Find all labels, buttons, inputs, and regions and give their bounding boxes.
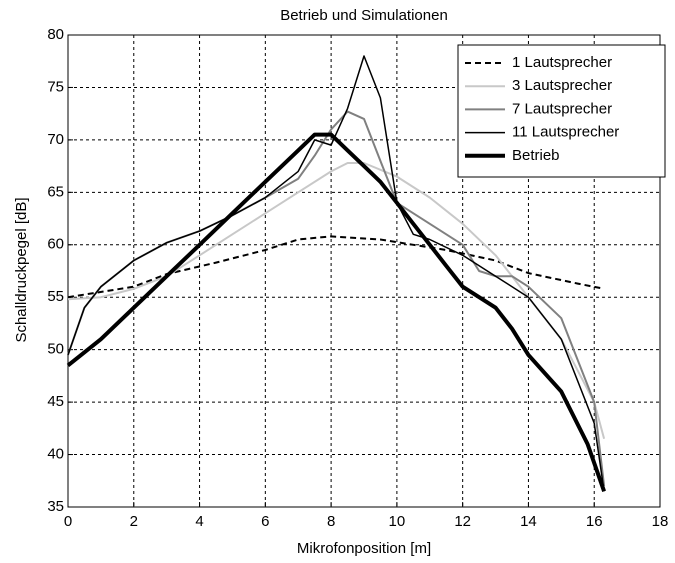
x-tick-label: 16 (586, 513, 603, 530)
y-tick-label: 75 (47, 78, 64, 95)
x-tick-label: 6 (261, 513, 269, 530)
legend-label: 1 Lautsprecher (512, 54, 612, 71)
y-tick-label: 65 (47, 183, 64, 200)
y-tick-label: 40 (47, 446, 64, 463)
y-tick-label: 50 (47, 341, 64, 358)
legend-label: 11 Lautsprecher (512, 124, 619, 141)
chart-title: Betrieb und Simulationen (280, 7, 448, 24)
series-line (67, 55, 605, 492)
y-tick-label: 35 (47, 498, 64, 515)
x-tick-label: 8 (327, 513, 335, 530)
y-axis-label: Schalldruckpegel [dB] (13, 197, 30, 342)
x-tick-label: 0 (64, 513, 72, 530)
series-line (66, 132, 606, 492)
x-tick-label: 18 (652, 513, 669, 530)
y-tick-label: 55 (47, 288, 64, 305)
series-line (67, 162, 606, 440)
legend-label: 7 Lautsprecher (512, 100, 612, 117)
y-tick-label: 60 (47, 236, 64, 253)
series-line (67, 235, 605, 299)
plot-frame (67, 34, 661, 508)
x-tick-label: 2 (130, 513, 138, 530)
x-tick-label: 10 (389, 513, 406, 530)
y-tick-label: 45 (47, 393, 64, 410)
legend-label: 3 Lautsprecher (512, 77, 612, 94)
legend-label: Betrieb (512, 147, 560, 164)
y-tick-label: 80 (47, 26, 64, 43)
x-tick-label: 12 (454, 513, 471, 530)
x-axis-label: Mikrofonposition [m] (297, 540, 431, 557)
y-tick-label: 70 (47, 131, 64, 148)
x-tick-label: 4 (195, 513, 203, 530)
x-tick-label: 14 (520, 513, 537, 530)
